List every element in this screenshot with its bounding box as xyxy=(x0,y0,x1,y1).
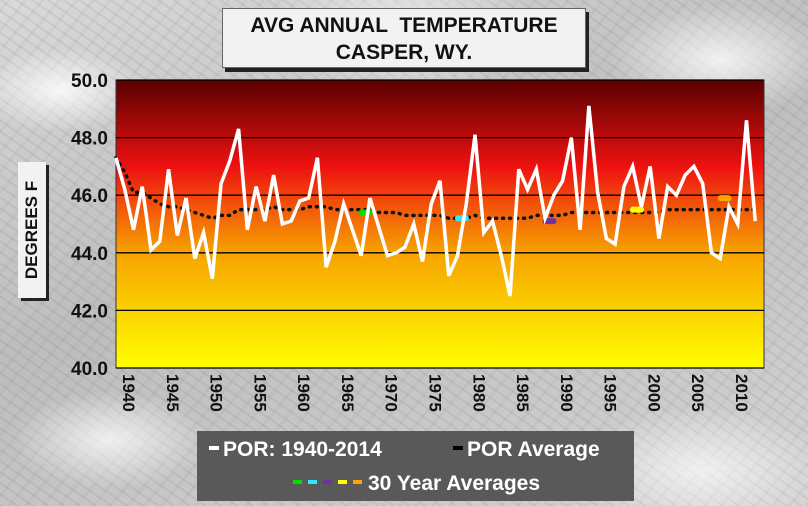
legend-swatch-thirty-year xyxy=(323,480,332,485)
por-series-path xyxy=(114,105,757,297)
legend-label-thirty-year: 30 Year Averages xyxy=(368,472,541,495)
y-tick-label: 50.0 xyxy=(71,71,108,92)
y-tick-label: 46.0 xyxy=(71,186,108,207)
x-tick-labels: 1940 1945 1950 1955 1960 1965 1970 1975 1980 1985… xyxy=(119,374,751,412)
y-tick-label: 44.0 xyxy=(71,244,108,265)
y-axis-label: DEGREES F xyxy=(22,180,41,280)
x-tick-label: 1940 xyxy=(119,374,138,412)
x-tick-label: 1990 xyxy=(557,374,576,412)
x-tick-label: 1960 xyxy=(294,374,313,412)
legend-swatch-thirty-year xyxy=(338,480,347,485)
por-average-path xyxy=(114,156,757,221)
y-tick-label: 48.0 xyxy=(71,129,108,150)
legend-item-por: POR: 1940-2014 xyxy=(209,435,382,465)
plot-area xyxy=(115,79,765,369)
x-tick-label: 1945 xyxy=(163,374,182,412)
x-tick-label: 2000 xyxy=(644,374,663,412)
x-tick-label: 1995 xyxy=(601,374,620,412)
legend-swatch-por xyxy=(209,446,219,451)
por-series-line xyxy=(114,105,757,297)
legend-row-1: POR: 1940-2014 POR Average xyxy=(197,435,634,465)
x-tick-label: 1985 xyxy=(513,374,532,412)
legend-swatch-thirty-year xyxy=(293,480,302,485)
legend-item-por-average: POR Average xyxy=(453,435,600,465)
legend-row-2: 30 Year Averages xyxy=(197,469,634,499)
gridlines xyxy=(116,79,764,369)
legend-label-por: POR: 1940-2014 xyxy=(223,438,382,461)
y-tick-labels: 40.0 42.0 44.0 46.0 48.0 50.0 xyxy=(71,71,108,380)
chart-title-line2: CASPER, WY. xyxy=(335,41,473,64)
thirty-year-marker xyxy=(358,209,373,216)
y-tick-label: 40.0 xyxy=(71,359,108,380)
y-axis-label-box: DEGREES F xyxy=(18,162,46,298)
x-tick-label: 1975 xyxy=(425,374,444,412)
y-tick-label: 42.0 xyxy=(71,301,108,322)
legend-swatch-thirty-year xyxy=(308,480,317,485)
legend-swatches-thirty-year xyxy=(293,472,368,495)
x-tick-label: 1980 xyxy=(469,374,488,412)
legend-swatch-thirty-year xyxy=(353,480,362,485)
por-average-line xyxy=(114,156,757,221)
legend: POR: 1940-2014 POR Average 30 Year Avera… xyxy=(197,431,634,501)
x-tick-label: 1970 xyxy=(382,374,401,412)
x-tick-label: 1955 xyxy=(250,374,269,412)
chart-title-line1: AVG ANNUAL TEMPERATURE xyxy=(250,14,558,37)
x-tick-label: 1965 xyxy=(338,374,357,412)
legend-swatch-por-average xyxy=(453,446,463,451)
legend-label-por-average: POR Average xyxy=(467,438,600,461)
x-tick-label: 2005 xyxy=(688,374,707,412)
thirty-year-marker xyxy=(630,206,645,213)
chart-title: AVG ANNUAL TEMPERATURE CASPER, WY. xyxy=(222,8,586,68)
legend-item-thirty-year: 30 Year Averages xyxy=(293,469,540,499)
x-tick-label: 1950 xyxy=(207,374,226,412)
x-tick-label: 2010 xyxy=(732,374,751,412)
thirty-year-marker xyxy=(717,195,732,202)
